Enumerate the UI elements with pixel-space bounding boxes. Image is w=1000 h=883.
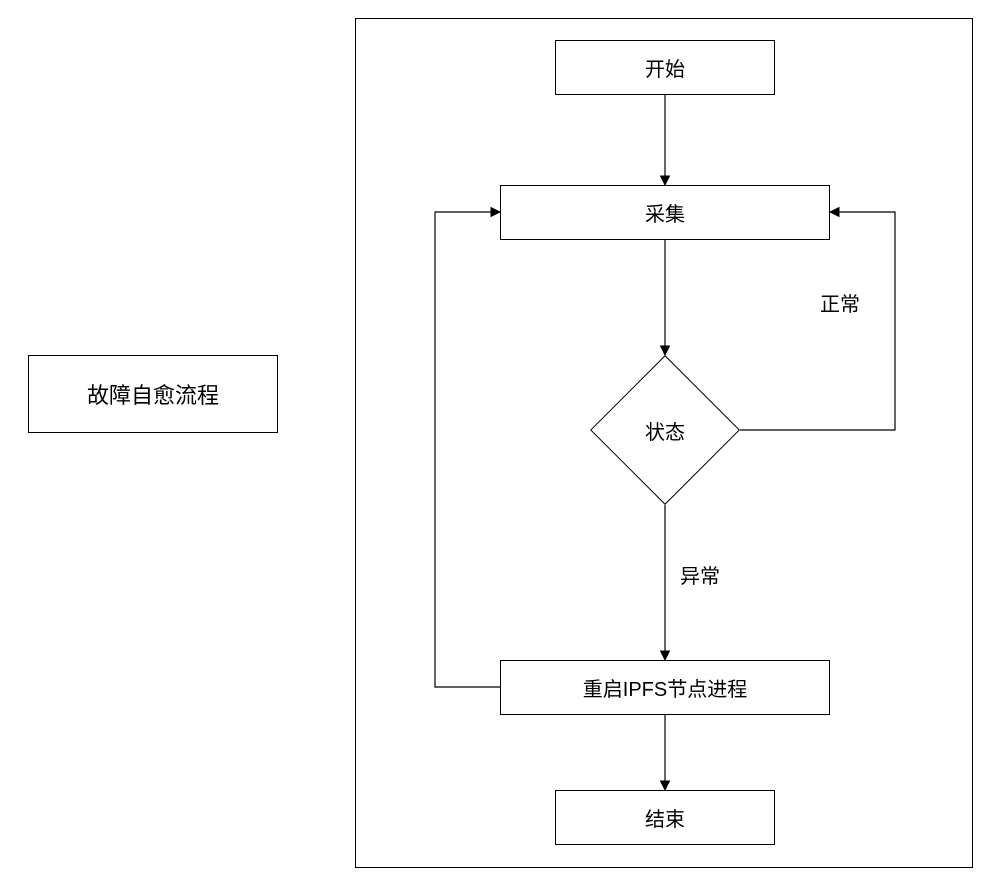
edge-label-status-restart: 异常 — [680, 560, 720, 589]
edge-label-status-normal: 正常 — [820, 288, 860, 317]
diagram-canvas: 故障自愈流程 开始 采集 状态 重启IPFS节点进程 结束 异常正常 — [0, 0, 1000, 883]
edge-status-normal — [740, 212, 895, 430]
edge-restart-collect — [435, 212, 500, 687]
edges-svg — [0, 0, 1000, 883]
